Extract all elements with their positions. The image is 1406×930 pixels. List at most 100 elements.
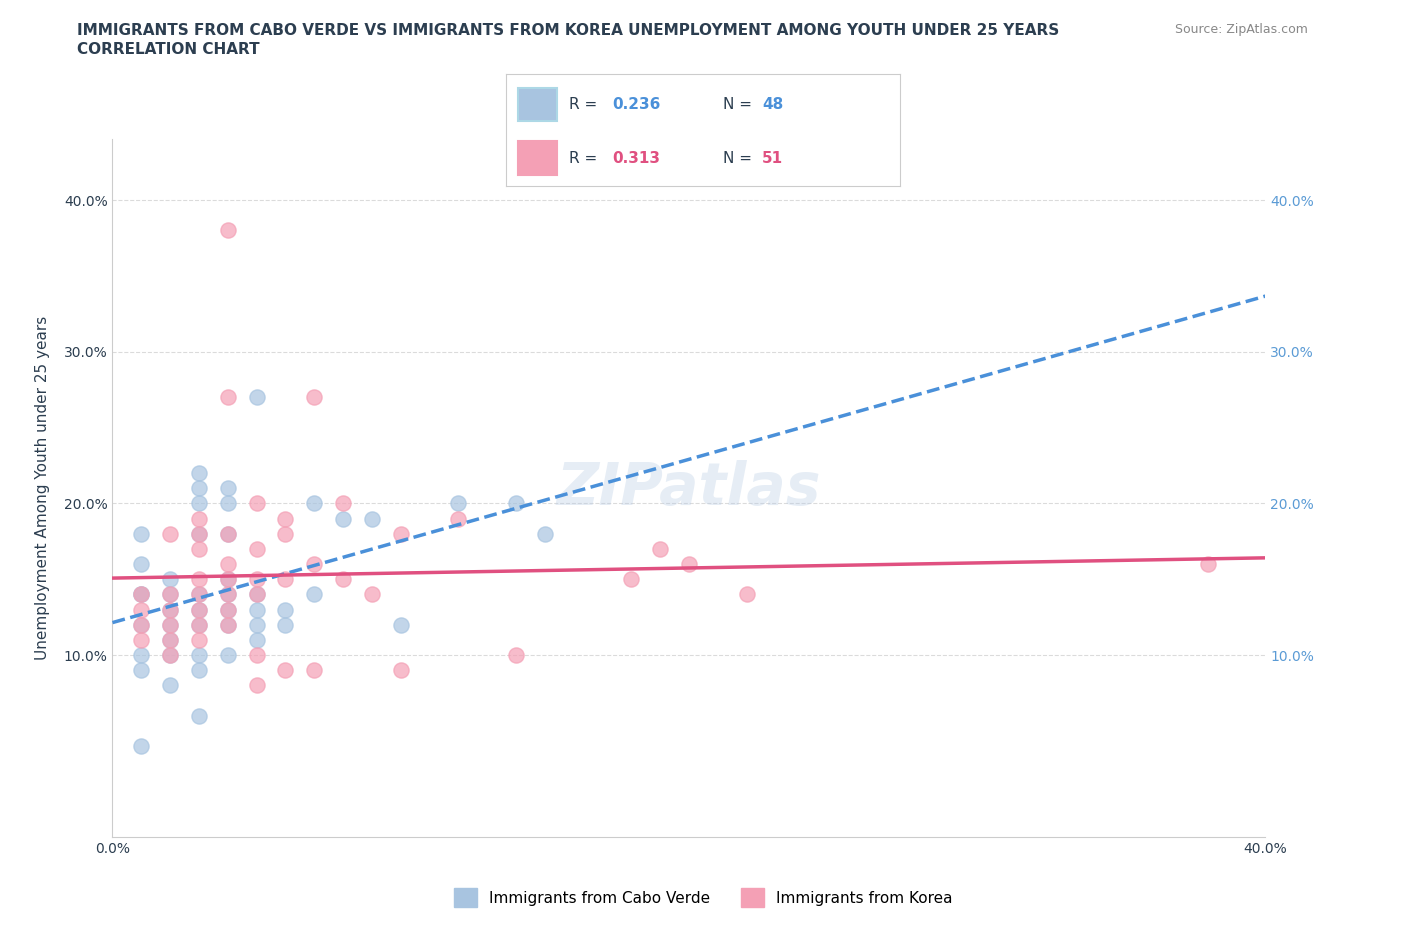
Point [620,572,643,587]
Text: R =: R = [569,151,602,166]
Point [304,390,326,405]
Point [245,632,267,647]
Point [389,618,412,632]
Text: 48: 48 [762,97,783,112]
Point [129,557,153,572]
Point [274,526,297,541]
Point [188,587,211,602]
Point [129,738,153,753]
Point [188,512,211,526]
Point [217,647,239,662]
Point [159,618,181,632]
Text: CORRELATION CHART: CORRELATION CHART [77,42,260,57]
Point [217,572,239,587]
Point [217,557,239,572]
Point [332,572,354,587]
Point [245,572,267,587]
Point [159,526,181,541]
Point [129,602,153,617]
Point [360,587,382,602]
Point [217,587,239,602]
Point [188,618,211,632]
Point [304,663,326,678]
Point [735,587,758,602]
Point [188,587,211,602]
Point [188,709,211,724]
Point [217,223,239,238]
Point [389,526,412,541]
Point [188,526,211,541]
Point [159,632,181,647]
Point [159,632,181,647]
Point [245,587,267,602]
Text: IMMIGRANTS FROM CABO VERDE VS IMMIGRANTS FROM KOREA UNEMPLOYMENT AMONG YOUTH UND: IMMIGRANTS FROM CABO VERDE VS IMMIGRANTS… [77,23,1060,38]
Point [304,587,326,602]
Point [245,618,267,632]
Text: 51: 51 [762,151,783,166]
Point [332,496,354,511]
Point [274,618,297,632]
Text: 0.313: 0.313 [613,151,661,166]
Point [245,602,267,617]
Point [447,512,470,526]
Point [274,663,297,678]
Point [188,496,211,511]
Point [159,602,181,617]
Point [129,587,153,602]
Legend: Immigrants from Cabo Verde, Immigrants from Korea: Immigrants from Cabo Verde, Immigrants f… [447,883,959,913]
Point [217,587,239,602]
Point [217,618,239,632]
Point [129,632,153,647]
Point [188,466,211,481]
Bar [517,141,557,175]
Point [129,647,153,662]
Point [159,647,181,662]
Point [245,496,267,511]
Point [188,647,211,662]
Text: N =: N = [723,97,756,112]
Point [129,618,153,632]
Point [274,512,297,526]
Point [188,541,211,556]
Point [217,572,239,587]
Point [245,678,267,693]
Point [159,647,181,662]
Point [129,526,153,541]
Text: 0.236: 0.236 [613,97,661,112]
Point [129,663,153,678]
Point [159,587,181,602]
Point [360,512,382,526]
Point [129,587,153,602]
Point [332,512,354,526]
Point [389,663,412,678]
Text: ZIPatlas: ZIPatlas [557,459,821,517]
Point [678,557,700,572]
Point [159,618,181,632]
Point [533,526,555,541]
Point [188,632,211,647]
Y-axis label: Unemployment Among Youth under 25 years: Unemployment Among Youth under 25 years [35,316,49,660]
Point [129,587,153,602]
Point [217,526,239,541]
Point [188,602,211,617]
Point [159,678,181,693]
Point [217,526,239,541]
Point [245,587,267,602]
Point [188,602,211,617]
Point [304,557,326,572]
Point [188,481,211,496]
Point [159,572,181,587]
Text: R =: R = [569,97,602,112]
Point [188,618,211,632]
Point [188,572,211,587]
Point [245,541,267,556]
Point [217,602,239,617]
Point [217,390,239,405]
Point [505,647,527,662]
Point [304,496,326,511]
Point [129,618,153,632]
Point [1197,557,1219,572]
Point [648,541,672,556]
Point [245,390,267,405]
Point [274,602,297,617]
